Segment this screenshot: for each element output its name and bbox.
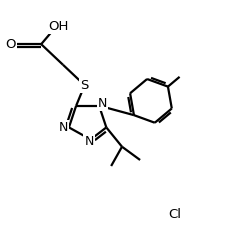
- Text: O: O: [5, 38, 16, 51]
- Text: OH: OH: [49, 20, 69, 32]
- Text: N: N: [84, 136, 94, 148]
- Text: S: S: [81, 79, 89, 92]
- Text: Cl: Cl: [169, 208, 182, 221]
- Text: N: N: [59, 121, 68, 134]
- Text: N: N: [98, 97, 107, 110]
